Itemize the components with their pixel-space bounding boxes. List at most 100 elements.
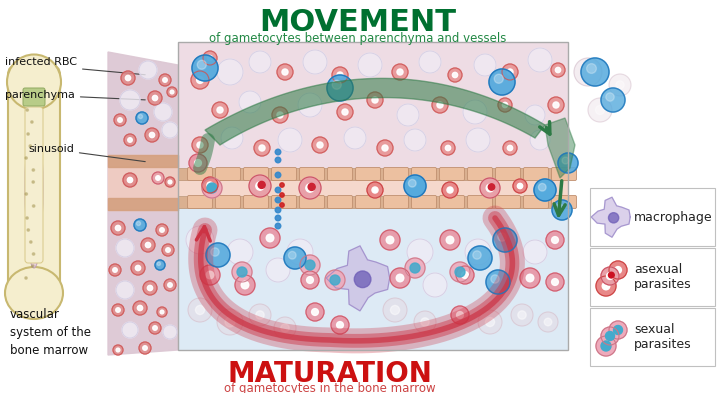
Circle shape — [465, 239, 491, 265]
Circle shape — [539, 184, 546, 191]
FancyBboxPatch shape — [271, 167, 297, 180]
FancyBboxPatch shape — [523, 167, 549, 180]
Circle shape — [414, 311, 436, 333]
Circle shape — [596, 336, 616, 356]
Circle shape — [337, 72, 343, 78]
Circle shape — [191, 71, 209, 89]
FancyBboxPatch shape — [590, 248, 715, 306]
Circle shape — [249, 304, 271, 326]
Circle shape — [211, 248, 219, 256]
Circle shape — [284, 247, 306, 269]
Circle shape — [159, 74, 171, 86]
Circle shape — [562, 157, 569, 164]
Circle shape — [407, 239, 433, 265]
Circle shape — [520, 268, 540, 288]
Circle shape — [258, 182, 265, 188]
Circle shape — [203, 51, 217, 65]
Circle shape — [197, 60, 207, 69]
FancyBboxPatch shape — [439, 167, 464, 180]
Circle shape — [601, 327, 619, 345]
Circle shape — [116, 348, 120, 352]
Circle shape — [217, 59, 243, 85]
FancyBboxPatch shape — [23, 88, 45, 106]
Circle shape — [260, 228, 280, 248]
Circle shape — [221, 127, 243, 149]
Circle shape — [27, 229, 30, 231]
Circle shape — [613, 325, 623, 334]
FancyBboxPatch shape — [356, 195, 380, 209]
FancyBboxPatch shape — [467, 167, 492, 180]
FancyBboxPatch shape — [271, 195, 297, 209]
Circle shape — [546, 273, 564, 291]
Circle shape — [397, 69, 403, 75]
Circle shape — [156, 224, 168, 236]
Circle shape — [124, 134, 136, 146]
Circle shape — [274, 317, 296, 339]
Circle shape — [332, 67, 348, 83]
FancyBboxPatch shape — [243, 167, 269, 180]
FancyBboxPatch shape — [300, 167, 325, 180]
FancyBboxPatch shape — [412, 195, 436, 209]
Circle shape — [552, 279, 559, 285]
Circle shape — [139, 61, 157, 79]
Circle shape — [141, 238, 155, 252]
FancyBboxPatch shape — [178, 180, 568, 196]
Circle shape — [166, 248, 171, 252]
Text: parenchyma: parenchyma — [5, 90, 145, 100]
Circle shape — [168, 180, 172, 184]
Text: sinusoid: sinusoid — [28, 144, 145, 162]
Circle shape — [303, 50, 327, 74]
Circle shape — [122, 322, 138, 338]
Circle shape — [330, 275, 340, 285]
FancyBboxPatch shape — [439, 195, 464, 209]
Circle shape — [299, 177, 321, 199]
Circle shape — [534, 179, 556, 201]
Text: sexual
parasites: sexual parasites — [634, 323, 692, 351]
Circle shape — [423, 273, 447, 297]
Circle shape — [511, 304, 533, 326]
Circle shape — [372, 97, 378, 103]
Circle shape — [32, 253, 35, 255]
Circle shape — [149, 322, 161, 334]
Circle shape — [451, 306, 469, 324]
Circle shape — [194, 160, 202, 166]
Circle shape — [441, 141, 455, 155]
Circle shape — [118, 118, 122, 122]
Circle shape — [138, 114, 143, 119]
Circle shape — [275, 187, 281, 193]
Circle shape — [249, 175, 271, 197]
Circle shape — [478, 310, 502, 334]
Text: infected RBC: infected RBC — [5, 57, 145, 75]
Circle shape — [574, 58, 602, 86]
Circle shape — [392, 64, 408, 80]
Circle shape — [125, 75, 130, 81]
Ellipse shape — [7, 55, 61, 110]
Circle shape — [581, 58, 609, 86]
Circle shape — [486, 184, 494, 192]
Circle shape — [275, 223, 281, 229]
Circle shape — [217, 107, 223, 113]
Circle shape — [280, 183, 284, 187]
FancyBboxPatch shape — [187, 167, 212, 180]
Circle shape — [390, 268, 410, 288]
Circle shape — [448, 68, 462, 82]
Circle shape — [419, 51, 441, 73]
Circle shape — [616, 81, 624, 89]
Circle shape — [494, 74, 503, 83]
Circle shape — [249, 51, 271, 73]
Circle shape — [275, 215, 281, 221]
Circle shape — [170, 90, 174, 94]
Circle shape — [606, 332, 614, 340]
Circle shape — [160, 310, 164, 314]
FancyBboxPatch shape — [356, 167, 380, 180]
Circle shape — [272, 107, 288, 123]
Circle shape — [289, 252, 296, 259]
FancyBboxPatch shape — [495, 167, 521, 180]
Circle shape — [165, 177, 175, 187]
Circle shape — [420, 318, 429, 326]
Text: MOVEMENT: MOVEMENT — [259, 8, 456, 37]
Circle shape — [298, 93, 322, 117]
FancyBboxPatch shape — [178, 196, 568, 208]
Circle shape — [325, 270, 345, 290]
Text: asexual
parasites: asexual parasites — [634, 263, 692, 291]
